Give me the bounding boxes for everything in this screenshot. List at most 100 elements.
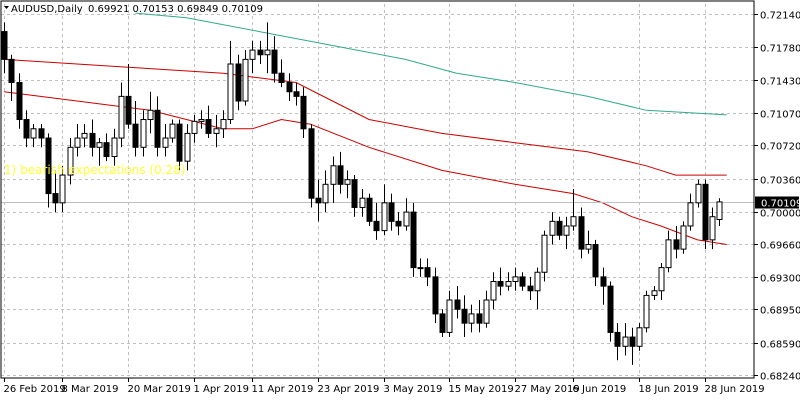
candle-body: [125, 95, 132, 125]
y-tick-label: 0.69300: [760, 274, 800, 285]
y-tick-label: 0.68240: [760, 372, 800, 383]
ma-fast-line: [3, 91, 727, 245]
candle-bearish: [410, 202, 417, 277]
candle-bullish: [563, 216, 570, 250]
candle-bullish: [184, 124, 191, 171]
candle-bullish: [74, 124, 81, 157]
candle-bullish: [344, 170, 351, 199]
candle-body: [709, 216, 716, 241]
candle-body: [622, 336, 629, 347]
candle-body: [549, 220, 556, 236]
candle-bullish: [534, 267, 541, 310]
candle-bullish: [680, 221, 687, 254]
candle-bullish: [446, 290, 453, 338]
candle-body: [578, 216, 585, 250]
candle-body: [556, 220, 563, 236]
candle-bullish: [227, 40, 234, 125]
candle-body: [497, 281, 504, 287]
candle-body: [330, 165, 337, 185]
candle-bullish: [570, 188, 577, 231]
candle-body: [702, 183, 709, 241]
candle-body: [111, 137, 118, 158]
candle-body: [242, 58, 249, 102]
candle-bearish: [629, 327, 636, 365]
candle-bullish: [651, 286, 658, 301]
candle-bullish: [322, 170, 329, 213]
candle-body: [220, 119, 227, 130]
candle-bullish: [264, 22, 271, 74]
candle-body: [344, 179, 351, 185]
candle-body: [388, 202, 395, 222]
candle-bullish: [658, 262, 665, 301]
candle-body: [30, 128, 37, 139]
candle-bullish: [403, 198, 410, 231]
candle-bearish: [16, 73, 23, 129]
candle-bullish: [636, 323, 643, 351]
symbol-title: AUDUSD,Daily: [11, 4, 83, 15]
candle-body: [403, 211, 410, 227]
x-tick-label: 3 May 2019: [384, 384, 443, 395]
y-tick-label: 0.68590: [760, 340, 800, 351]
candle-bearish: [8, 54, 15, 102]
candle-body: [629, 336, 636, 347]
candle-bearish: [308, 124, 315, 208]
candle-bearish: [432, 267, 439, 324]
candle-bullish: [483, 290, 490, 328]
candle-bullish: [643, 290, 650, 333]
candle-body: [271, 49, 278, 74]
candle-bearish: [315, 179, 322, 222]
y-tick-label: 0.68950: [760, 306, 800, 317]
candle-bearish: [461, 295, 468, 338]
candle-bullish: [687, 193, 694, 231]
candle-bullish: [512, 267, 519, 291]
x-tick-label: 27 May 2019: [515, 384, 580, 395]
candle-bearish: [132, 101, 139, 157]
candle-body: [154, 109, 161, 148]
candle-body: [439, 313, 446, 333]
y-tick-label: 0.69660: [760, 241, 800, 252]
candle-bearish: [235, 54, 242, 111]
candle-body: [140, 119, 147, 148]
x-tick-label: 20 Mar 2019: [128, 384, 191, 395]
candle-body: [643, 294, 650, 329]
candle-bearish: [476, 300, 483, 333]
candle-body: [351, 179, 358, 208]
candle-bearish: [373, 202, 380, 240]
candle-bullish: [665, 230, 672, 273]
candle-bearish: [154, 96, 161, 157]
candle-bullish: [111, 128, 118, 166]
candle-body: [454, 299, 461, 310]
candle-body: [176, 123, 183, 162]
candle-bearish: [673, 225, 680, 259]
candle-body: [308, 128, 315, 199]
candle-body: [96, 142, 103, 148]
candle-bearish: [103, 133, 110, 162]
candle-bearish: [300, 87, 307, 139]
candle-body: [315, 197, 322, 204]
x-tick-label: 8 Mar 2019: [62, 384, 119, 395]
candle-body: [716, 201, 723, 220]
candle-bearish: [38, 124, 45, 148]
candle-body: [169, 123, 176, 139]
y-tick-label: 0.72140: [760, 11, 800, 22]
candle-body: [74, 137, 81, 148]
candle-bullish: [249, 40, 256, 74]
y-tick-label: 0.71430: [760, 77, 800, 88]
indicator-label: 1) bearish expectations (0.28): [4, 163, 186, 177]
candle-bearish: [293, 82, 300, 106]
candle-bullish: [709, 207, 716, 250]
current-price-label: 0.70109: [761, 199, 800, 210]
candle-body: [286, 81, 293, 93]
candle-bearish: [497, 267, 504, 296]
candles: [1, 22, 723, 365]
candle-body: [257, 49, 264, 56]
price-axis[interactable]: 0.72140 0.71780 0.71430 0.71070 0.70720 0.703…: [754, 11, 800, 383]
candle-body: [235, 63, 242, 102]
candle-bearish: [527, 276, 534, 301]
candle-bullish: [30, 124, 37, 148]
candle-bullish: [96, 138, 103, 166]
candle-bearish: [600, 267, 607, 305]
